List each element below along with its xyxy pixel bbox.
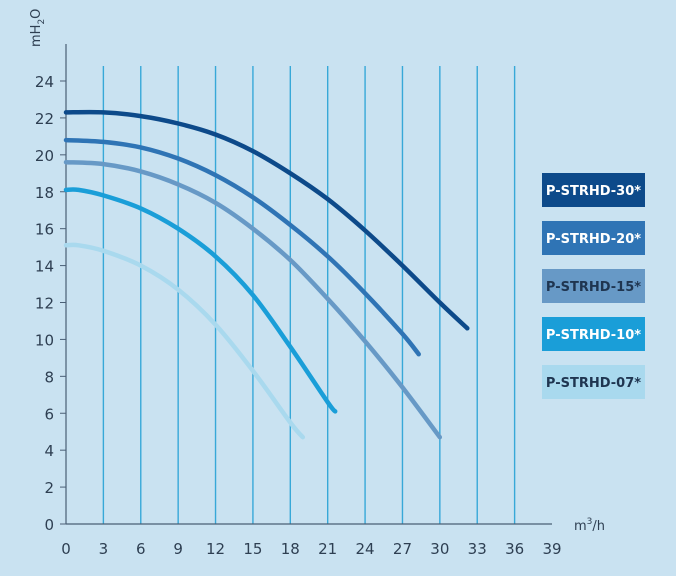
- x-tick-label: 27: [393, 540, 412, 558]
- legend-label: P-STRHD-07*: [546, 376, 641, 391]
- series-line: [63, 242, 306, 440]
- x-axis-unit: m3/h: [574, 517, 605, 534]
- x-tick-label: 21: [318, 540, 337, 558]
- y-tick-label: 10: [35, 331, 54, 349]
- x-tick-label: 12: [206, 540, 225, 558]
- y-tick-label: 22: [35, 110, 54, 128]
- x-unit-tail: /h: [592, 519, 605, 534]
- axes: [60, 44, 552, 525]
- x-unit-base: m: [574, 519, 587, 534]
- y-tick-label: 14: [35, 258, 54, 276]
- x-tick-labels: 0 3 6 9 12 15 18 21 24 27 30 33 36 39: [61, 540, 561, 558]
- x-tick-label: 24: [356, 540, 375, 558]
- y-tick-label: 8: [44, 368, 54, 386]
- legend-swatch: [542, 365, 645, 399]
- legend: P-STRHD-30* P-STRHD-20* P-STRHD-15* P-STRHD…: [542, 173, 645, 399]
- legend-swatch: [542, 221, 645, 255]
- y-tick-label: 20: [35, 147, 54, 165]
- series-line: [63, 137, 421, 357]
- x-tick-label: 0: [61, 540, 71, 558]
- legend-label: P-STRHD-15*: [546, 280, 641, 295]
- y-axis-unit: mH2O: [29, 9, 47, 47]
- x-tick-label: 15: [243, 540, 262, 558]
- x-tick-label: 39: [542, 540, 561, 558]
- legend-label: P-STRHD-20*: [546, 232, 641, 247]
- legend-swatch: [542, 317, 645, 351]
- y-tick-label: 6: [44, 405, 54, 423]
- y-tick-label: 24: [35, 73, 54, 91]
- x-tick-label: 30: [430, 540, 449, 558]
- y-tick-label: 4: [44, 442, 54, 460]
- x-tick-label: 3: [99, 540, 109, 558]
- y-unit-base: mH: [29, 25, 44, 47]
- y-tick-label: 16: [35, 221, 54, 239]
- y-unit-tail: O: [29, 9, 44, 19]
- legend-swatch: [542, 173, 645, 207]
- y-tick-label: 2: [44, 479, 54, 497]
- y-unit-sub: 2: [37, 19, 47, 25]
- legend-swatch: [542, 269, 645, 303]
- series-line: [63, 187, 338, 414]
- legend-label: P-STRHD-10*: [546, 328, 641, 343]
- legend-label: P-STRHD-30*: [546, 184, 641, 199]
- series-line: [63, 109, 470, 331]
- y-tick-label: 0: [44, 516, 54, 534]
- y-tick-label: 18: [35, 184, 54, 202]
- grid: [102, 66, 516, 524]
- x-tick-label: 33: [468, 540, 487, 558]
- x-unit-sup: 3: [587, 517, 593, 527]
- x-tick-label: 18: [281, 540, 300, 558]
- series-line: [63, 159, 443, 440]
- x-tick-label: 6: [136, 540, 146, 558]
- x-tick-label: 36: [505, 540, 524, 558]
- curves: [63, 109, 470, 440]
- y-tick-label: 12: [35, 295, 54, 313]
- x-tick-label: 9: [173, 540, 183, 558]
